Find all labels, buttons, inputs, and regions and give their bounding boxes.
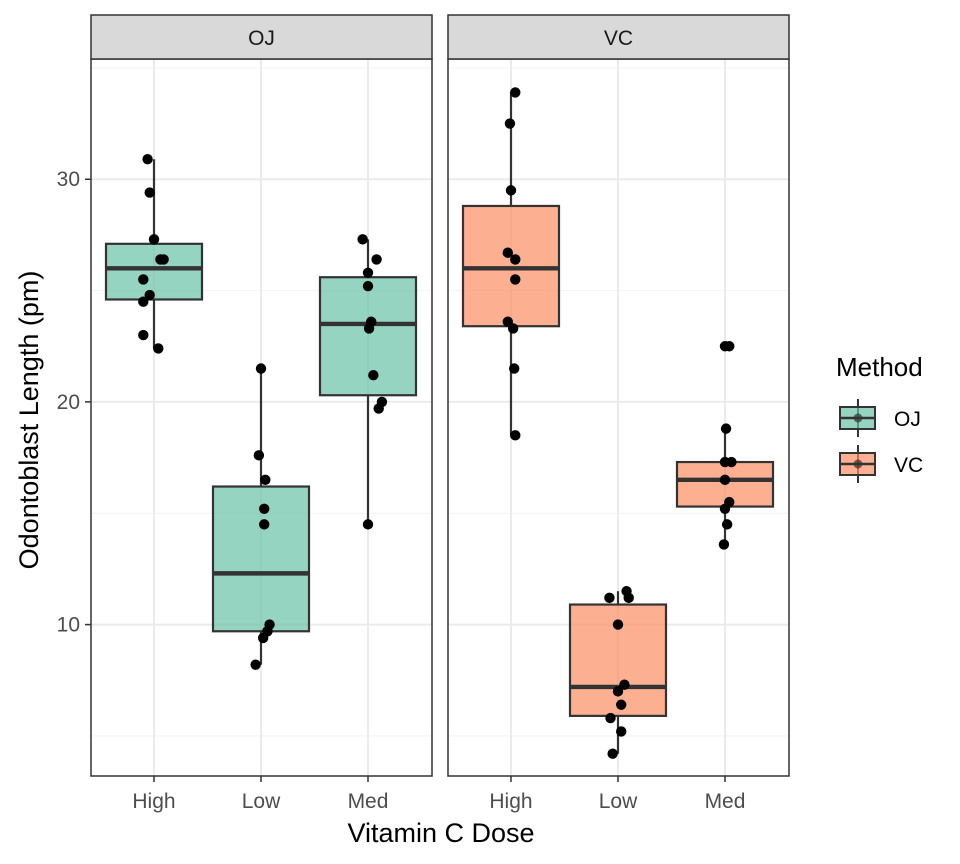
data-point xyxy=(368,369,379,381)
data-point xyxy=(158,254,169,265)
data-point xyxy=(142,154,153,165)
facet-strip-label: VC xyxy=(604,27,633,50)
data-point xyxy=(605,712,616,724)
legend-entry-label: VC xyxy=(894,454,923,477)
data-point xyxy=(607,748,618,759)
data-point xyxy=(507,323,519,334)
data-point xyxy=(362,280,374,292)
data-point xyxy=(362,519,374,530)
box-body xyxy=(318,276,418,397)
x-tick-label: Low xyxy=(242,790,281,813)
data-point xyxy=(138,296,149,307)
y-tick-label: 10 xyxy=(57,614,80,637)
facet-strip xyxy=(447,14,790,60)
facet-strip xyxy=(90,14,433,60)
data-point xyxy=(138,329,149,341)
data-point xyxy=(604,592,615,604)
box-oj-med xyxy=(318,239,418,525)
data-point xyxy=(363,323,375,334)
data-point xyxy=(510,87,521,98)
data-point xyxy=(724,496,735,508)
legend-entry-label: OJ xyxy=(894,408,921,431)
data-point xyxy=(510,430,521,441)
data-point xyxy=(250,659,261,670)
data-point xyxy=(726,456,737,468)
data-point xyxy=(138,274,149,285)
x-tick-label: High xyxy=(489,790,532,813)
data-point xyxy=(259,519,270,530)
data-point xyxy=(509,363,520,374)
y-tick-label: 20 xyxy=(57,391,80,414)
data-point xyxy=(616,699,627,710)
legend-key-point xyxy=(853,459,863,469)
y-axis-title: Odontoblast Length (pm) xyxy=(14,271,44,570)
legend-entry-oj: OJ xyxy=(839,399,921,437)
x-tick-label: Low xyxy=(599,790,638,813)
axes: High Low Med High Low Med 10 20 30 xyxy=(57,168,746,813)
data-point xyxy=(257,632,269,644)
data-point xyxy=(357,234,368,245)
data-point xyxy=(373,403,384,414)
data-point xyxy=(724,341,735,352)
x-tick-label: Med xyxy=(705,790,746,813)
data-point xyxy=(719,474,731,486)
legend-title: Method xyxy=(836,352,923,382)
data-point xyxy=(144,187,155,198)
data-point xyxy=(144,289,155,301)
data-point xyxy=(619,679,630,690)
data-point xyxy=(616,726,627,737)
data-point xyxy=(260,474,271,486)
data-point xyxy=(153,343,164,354)
data-point xyxy=(255,363,267,374)
data-point xyxy=(148,234,160,245)
data-point xyxy=(253,450,265,461)
box-body xyxy=(461,204,561,328)
data-point xyxy=(718,539,730,550)
legend-entry-vc: VC xyxy=(839,445,923,483)
panel-oj: OJ xyxy=(90,14,433,777)
x-tick-label: Med xyxy=(348,790,389,813)
data-point xyxy=(721,519,733,530)
data-point xyxy=(510,274,521,285)
data-point xyxy=(720,423,732,434)
data-point xyxy=(362,267,374,278)
data-point xyxy=(510,254,521,265)
data-point xyxy=(502,247,513,258)
legend: Method OJ VC xyxy=(836,352,923,483)
box-vc-high xyxy=(461,92,561,436)
data-point xyxy=(505,185,517,196)
data-point xyxy=(623,592,634,604)
panel-vc: VC xyxy=(447,14,790,777)
x-tick-label: High xyxy=(132,790,175,813)
x-axis-title: Vitamin C Dose xyxy=(347,818,534,848)
data-point xyxy=(612,619,624,630)
legend-key-point xyxy=(853,413,863,423)
data-point xyxy=(612,686,624,697)
data-point xyxy=(371,254,382,265)
facet-panels: OJ VC xyxy=(90,14,790,777)
data-point xyxy=(259,503,270,514)
data-point xyxy=(504,118,516,129)
box-body xyxy=(104,242,204,301)
facet-strip-label: OJ xyxy=(248,27,275,50)
y-tick-label: 30 xyxy=(57,168,80,191)
